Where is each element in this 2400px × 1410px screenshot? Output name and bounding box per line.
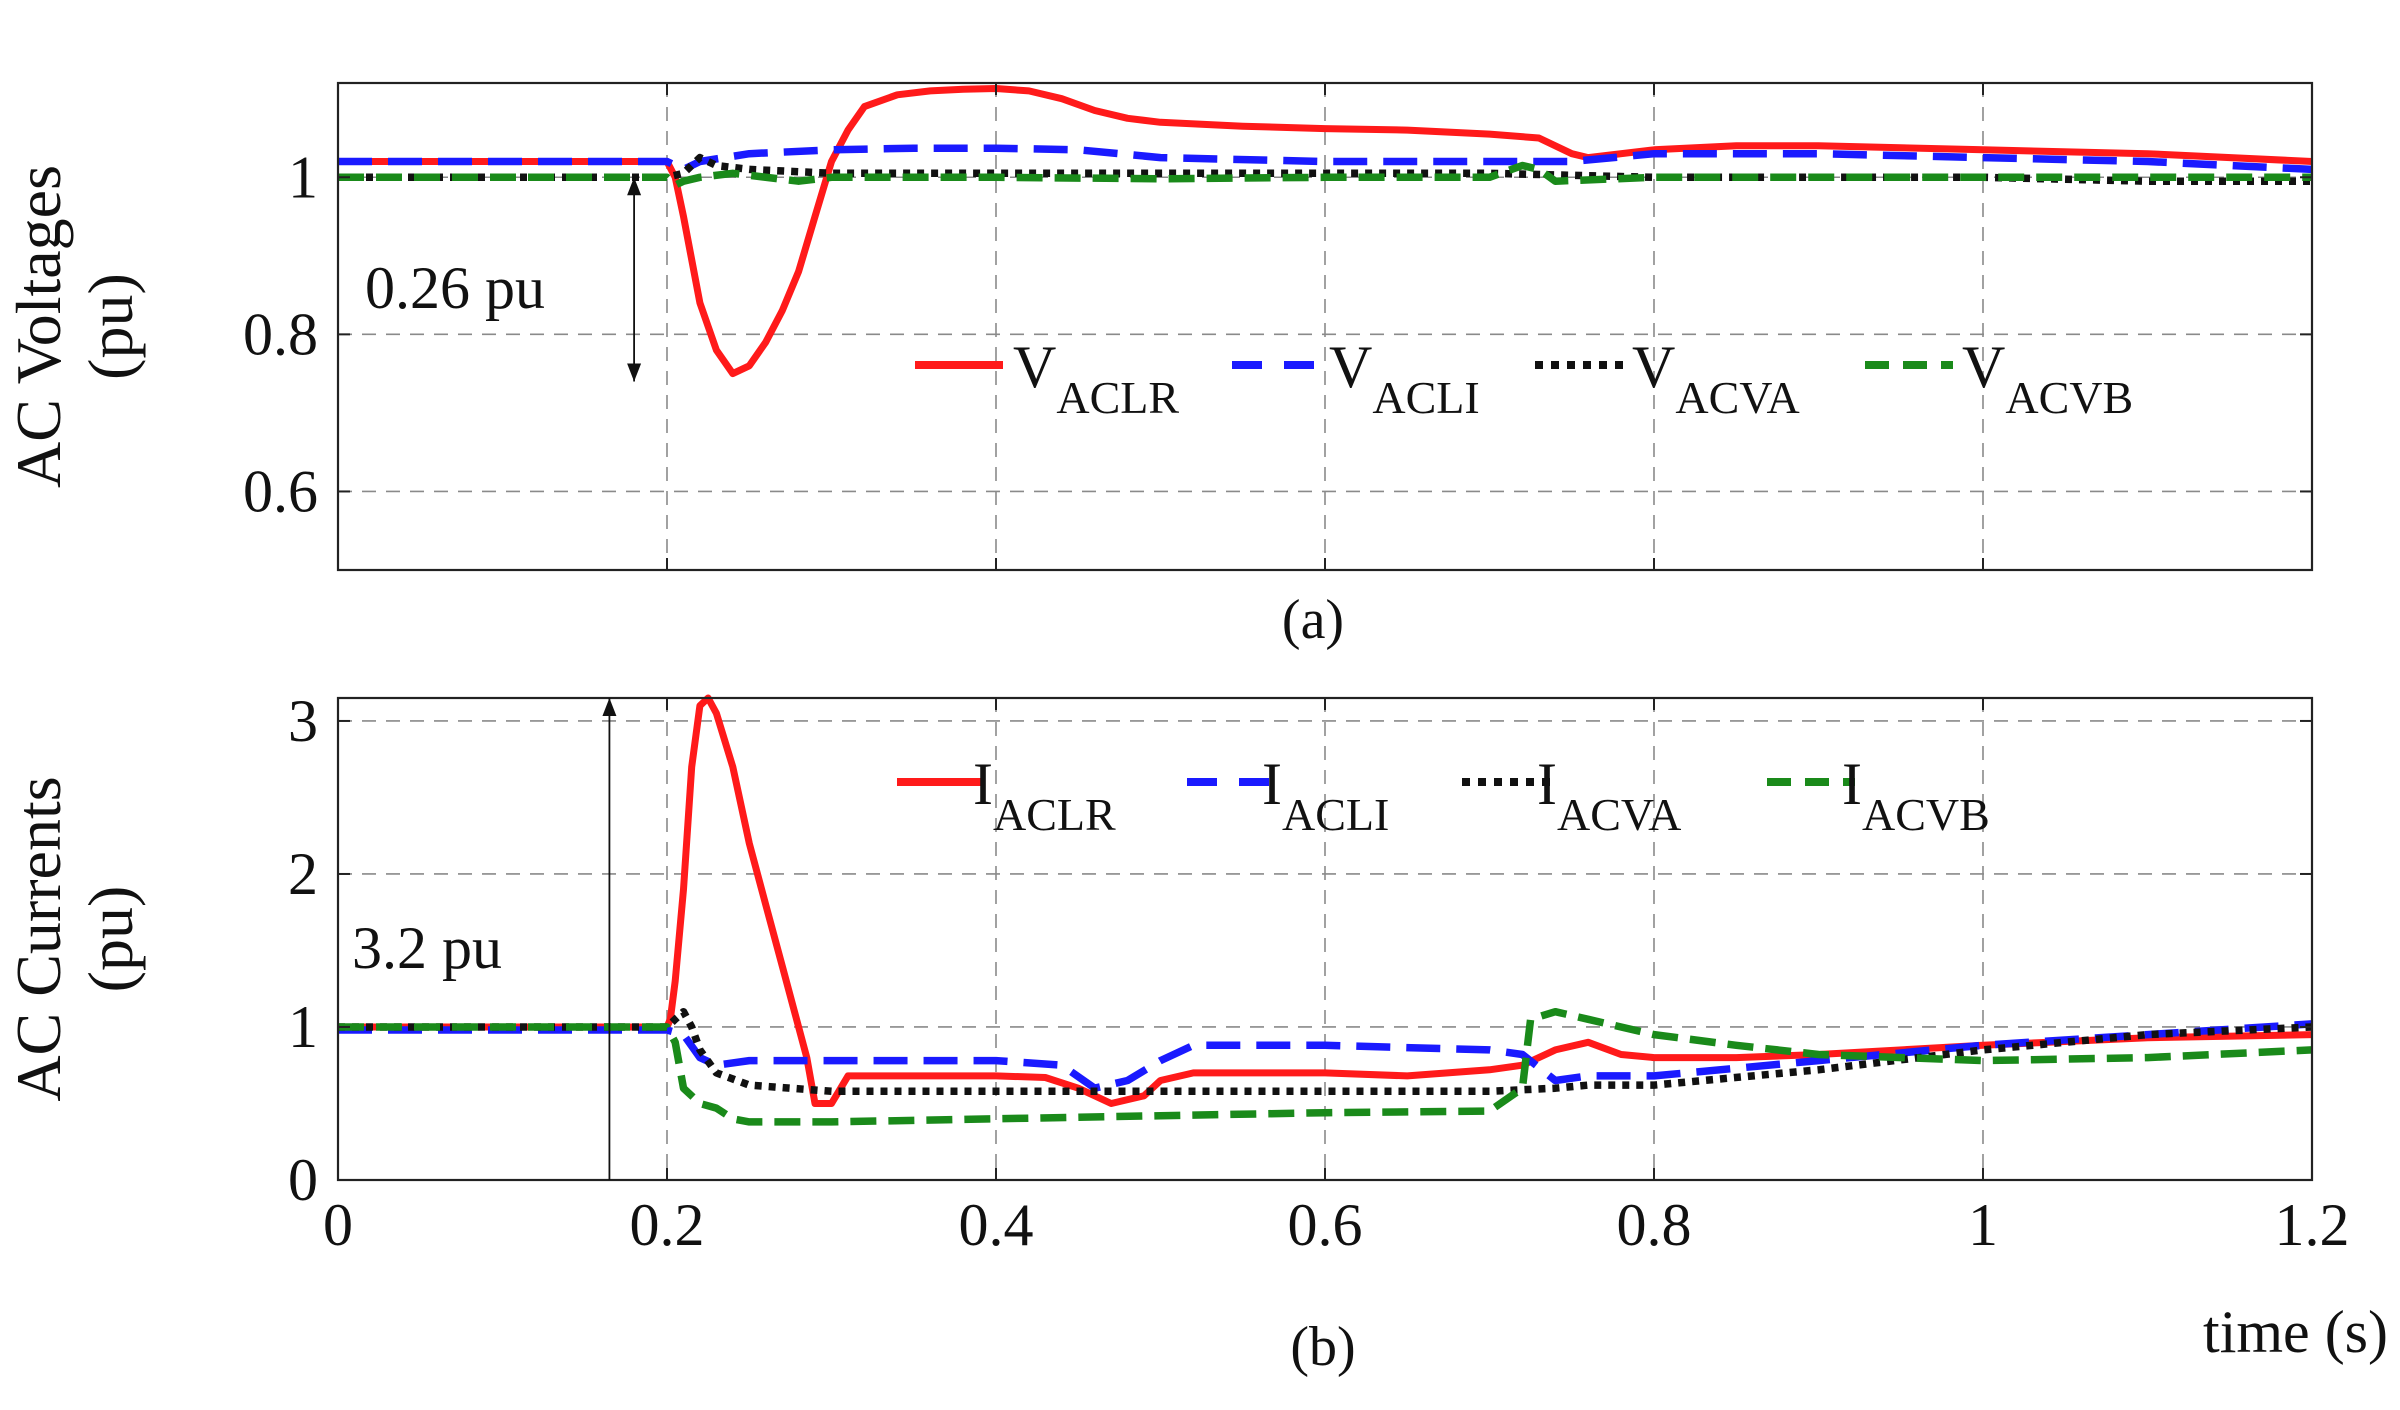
x-tick-label: 0.6: [1288, 1192, 1363, 1258]
legend-label: IACLI: [1262, 751, 1389, 840]
legend-label: VACVB: [1962, 334, 2133, 423]
y-tick-label: 0.8: [243, 301, 318, 367]
y-tick-label: 1: [288, 994, 318, 1060]
caption-a: (a): [1282, 589, 1344, 651]
y-tick-label: 0.6: [243, 458, 318, 524]
y-axis-label: AC Voltages(pu): [3, 165, 146, 488]
legend-item-acva: VACVA: [1535, 334, 1800, 423]
x-tick-label: 0.4: [959, 1192, 1034, 1258]
caption-b: (b): [1290, 1316, 1355, 1378]
x-tick-label: 1: [1968, 1192, 1998, 1258]
legend-item-acvb: IACVB: [1767, 751, 1990, 840]
series-line-acvb: [338, 161, 2312, 189]
legend-label: VACLR: [1013, 334, 1179, 423]
annotation-arrow: [627, 177, 642, 382]
legend-item-aclr: VACLR: [915, 334, 1179, 423]
legend-item-acva: IACVA: [1462, 751, 1681, 840]
y-tick-label: 3: [288, 688, 318, 754]
series-line-aclr: [338, 694, 2313, 1107]
legend-item-acvb: VACVB: [1865, 334, 2133, 423]
legend-label: VACVA: [1632, 334, 1800, 423]
y-tick-label: 0: [288, 1147, 318, 1213]
legend-label: IACVB: [1842, 751, 1990, 840]
series-line-acli: [338, 144, 2313, 174]
legend-label: IACLR: [973, 751, 1116, 840]
series-line-acli: [338, 1020, 2313, 1092]
y-tick-label: 2: [288, 841, 318, 907]
x-tick-label: 0: [323, 1192, 353, 1258]
x-tick-label: 0.8: [1617, 1192, 1692, 1258]
y-axis-label: AC Currents(pu): [3, 776, 146, 1101]
chart-b-currents: 0 1 2 3 0 0.2 0.4 0.6 0.8 1 1.2 AC Currents(pu) 3.2 …: [3, 688, 2350, 1258]
series-line-acva: [338, 1007, 2313, 1096]
annotation-arrow: [602, 698, 617, 1180]
series-line-acvb: [338, 1007, 2313, 1126]
annotation-label: 0.26 pu: [365, 255, 545, 321]
y-tick-label: 1: [288, 144, 318, 210]
legend-label: IACVA: [1537, 751, 1681, 840]
legend-item-acli: VACLI: [1232, 334, 1480, 423]
legend-label: VACLI: [1329, 334, 1480, 423]
chart-a-voltages: 0.6 0.8 1 AC Voltages(pu) 0.26 pu VACLR VACLI V…: [3, 81, 2314, 572]
annotation-label: 3.2 pu: [352, 915, 502, 981]
x-tick-label: 1.2: [2275, 1192, 2350, 1258]
x-axis-label: time (s): [2203, 1299, 2388, 1365]
legend-item-acli: IACLI: [1187, 751, 1389, 840]
x-tick-label: 0.2: [630, 1192, 705, 1258]
legend-item-aclr: IACLR: [897, 751, 1116, 840]
